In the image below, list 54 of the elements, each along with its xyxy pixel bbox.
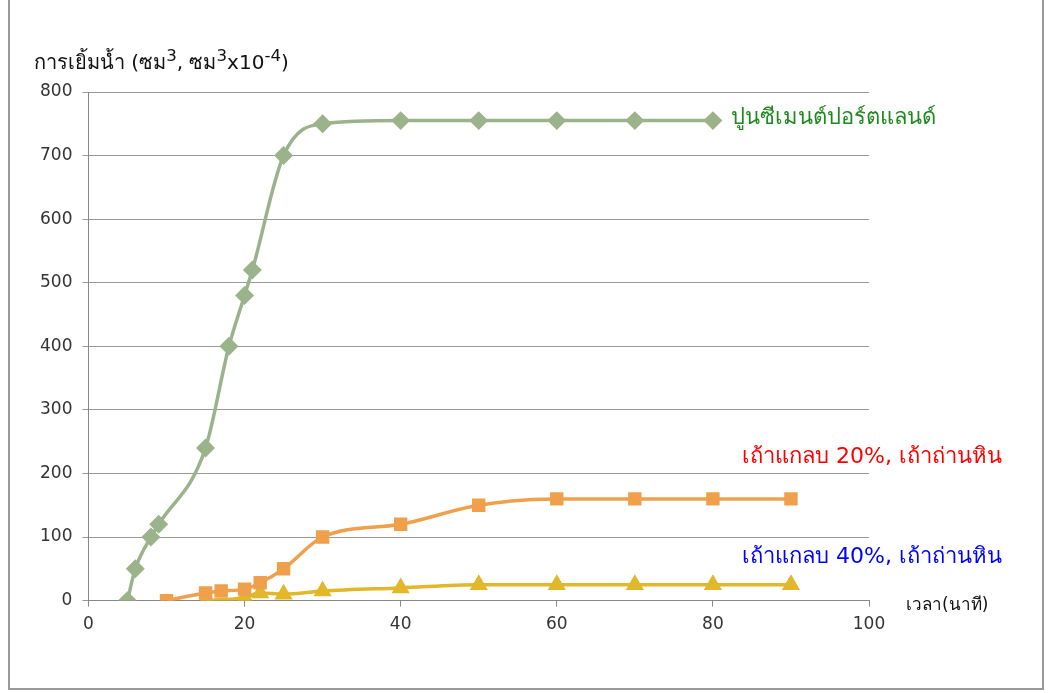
- point: [548, 575, 565, 590]
- point: [391, 111, 410, 130]
- point: [196, 439, 215, 457]
- y-tick-label: 500: [39, 271, 73, 292]
- x-tick-label: 0: [83, 613, 94, 634]
- point: [550, 492, 564, 506]
- point: [237, 582, 252, 596]
- point: [704, 111, 722, 130]
- point: [783, 575, 799, 590]
- point: [276, 562, 291, 576]
- point: [235, 286, 254, 305]
- point: [220, 337, 238, 356]
- series-label: เถ้าแกลบ 20%, เถ้าถ่านหิน: [742, 442, 1002, 468]
- x-tick-label: 80: [702, 613, 724, 634]
- point: [274, 146, 293, 165]
- point: [149, 515, 168, 534]
- point: [470, 575, 487, 590]
- point: [314, 582, 331, 597]
- point: [469, 111, 488, 130]
- y-tick-label: 100: [39, 525, 73, 546]
- point: [253, 576, 267, 590]
- point: [626, 111, 644, 130]
- x-tick-label: 100: [852, 613, 886, 634]
- y-tick-label: 400: [39, 334, 73, 355]
- x-tick-label: 20: [233, 613, 256, 634]
- y-tick-label: 0: [61, 589, 73, 610]
- point: [705, 575, 721, 590]
- point: [628, 492, 642, 506]
- point: [214, 584, 228, 598]
- point: [472, 498, 486, 512]
- x-axis-title: เวลา(นาที): [906, 593, 989, 616]
- point: [548, 111, 566, 130]
- series-label: เถ้าแกลบ 40%, เถ้าถ่านหิน: [742, 543, 1002, 569]
- y-tick-label: 700: [39, 144, 73, 164]
- point: [392, 579, 409, 594]
- point: [126, 560, 145, 578]
- point: [198, 586, 213, 600]
- point: [706, 492, 720, 506]
- point: [275, 585, 292, 600]
- y-tick-label: 800: [39, 80, 73, 101]
- y-tick-label: 200: [39, 461, 73, 482]
- y-axis-title: การเยิ้มน้ำ (ซม$^{3}$, ซม$^{3}$x10$^{-4}$): [34, 46, 289, 76]
- x-tick-label: 60: [545, 613, 568, 634]
- point: [243, 261, 262, 279]
- point: [627, 575, 643, 590]
- x-tick-label: 40: [389, 613, 412, 634]
- series-label: ปูนซีเมนต์ปอร์ตแลนด์: [730, 104, 936, 131]
- y-tick-label: 300: [39, 398, 73, 419]
- point: [142, 528, 160, 546]
- point: [784, 492, 798, 506]
- point: [313, 115, 332, 133]
- point: [393, 517, 408, 532]
- point: [315, 530, 330, 544]
- y-tick-label: 600: [39, 207, 73, 228]
